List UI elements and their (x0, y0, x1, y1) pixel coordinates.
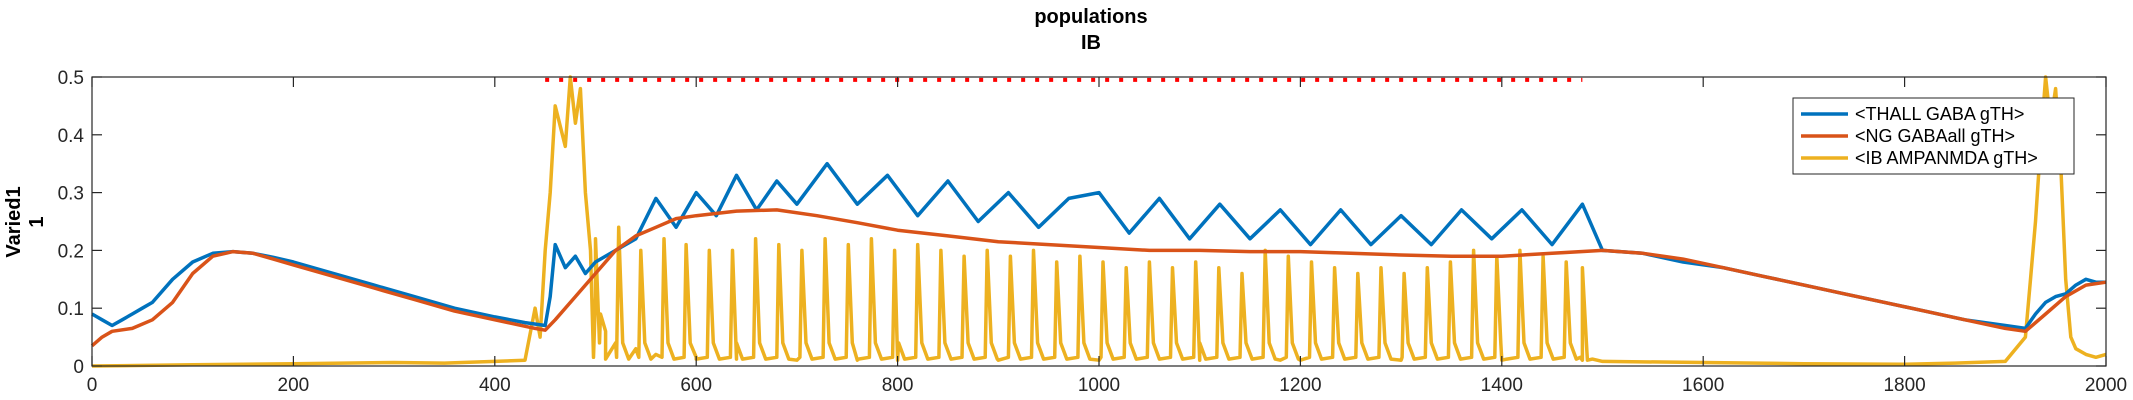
legend-entry: <THALL GABA gTH> (1855, 104, 2024, 124)
x-tick-label: 1800 (1883, 375, 1925, 396)
plot-area: 0 200 400 600 800 1000 1200 1400 1600 1800 2000 00… (58, 68, 2128, 396)
x-tick-label: 200 (278, 375, 310, 396)
legend: <THALL GABA gTH><NG GABAall gTH><IB AMPA… (1792, 97, 2075, 175)
x-tick-label: 1600 (1682, 375, 1724, 396)
series-layer (90, 75, 2107, 368)
x-tick-label: 600 (680, 375, 712, 396)
y-tick-label: 0.3 (58, 184, 84, 205)
legend-entry: <NG GABAall gTH> (1855, 126, 2015, 146)
x-tick-label: 0 (87, 375, 98, 396)
y-tick-label: 0.2 (58, 241, 84, 262)
chart-title-line-2: IB (1081, 32, 1101, 54)
x-tick-label: 400 (479, 375, 511, 396)
y-tick-label: 0.4 (58, 126, 85, 147)
chart-title-line-1: populations (1034, 6, 1147, 28)
y-axis: 0 0.1 0.2 0.3 0.4 0.5 (58, 68, 2106, 378)
series-line-1 (90, 208, 2107, 348)
y-axis-label-line-2: 1 (26, 216, 48, 227)
x-tick-label: 2000 (2085, 375, 2127, 396)
x-tick-label: 1000 (1078, 375, 1120, 396)
legend-entry: <IB AMPANMDA gTH> (1855, 148, 2038, 168)
y-axis-label: Varied1 1 (3, 186, 48, 257)
x-tick-label: 800 (882, 375, 914, 396)
x-tick-label: 1400 (1481, 375, 1523, 396)
x-axis: 0 200 400 600 800 1000 1200 1400 1600 1800 2000 (87, 77, 2127, 396)
y-tick-label: 0.1 (58, 299, 84, 320)
series-line-2 (91, 75, 2107, 368)
y-tick-label: 0.5 (58, 68, 84, 89)
y-tick-label: 0 (73, 357, 84, 378)
y-axis-label-line-1: Varied1 (3, 186, 25, 257)
x-tick-label: 1200 (1279, 375, 1321, 396)
